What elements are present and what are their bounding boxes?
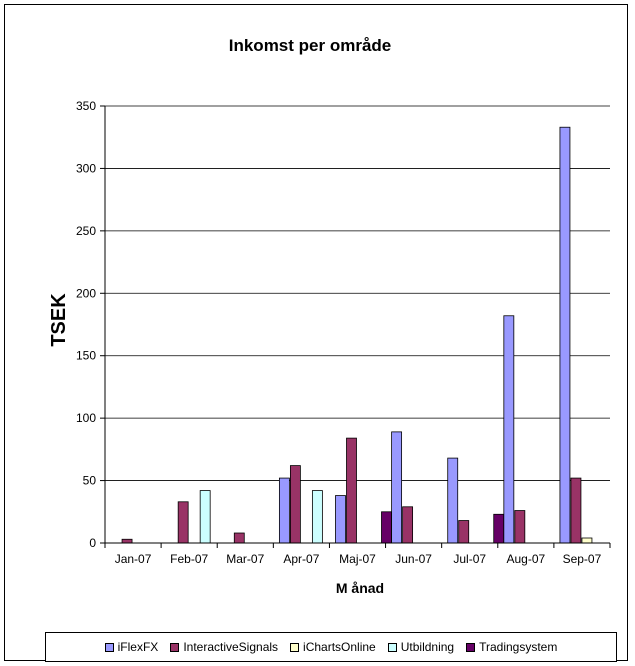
bar-iflexfx-jul-07 — [447, 457, 459, 544]
axes — [100, 105, 611, 548]
x-tick-label: Jul-07 — [453, 552, 486, 566]
bar-interactivesignals-jul-07 — [458, 520, 470, 544]
bar-interactivesignals-aug-07 — [514, 510, 526, 544]
y-tick-label: 0 — [89, 536, 96, 550]
x-tick-label: Mar-07 — [226, 552, 264, 566]
tick-labels: 0 50 100 150 200 250 300 350 Jan-07 Feb-07 Mar-07 A… — [76, 99, 602, 566]
x-tick-label: Apr-07 — [283, 552, 319, 566]
chart-title: Inkomst per område — [229, 36, 392, 55]
legend-item: iChartsOnline — [290, 640, 376, 654]
x-tick-label: Jan-07 — [115, 552, 152, 566]
bar-utbildning-apr-07 — [311, 490, 323, 544]
y-tick-label: 250 — [76, 224, 96, 238]
x-tick-label: Sep-07 — [563, 552, 602, 566]
bar-iflexfx-aug-07 — [503, 315, 515, 544]
y-tick-label: 300 — [76, 161, 96, 175]
bar-interactivesignals-jun-07 — [402, 506, 414, 544]
bar-interactivesignals-maj-07 — [346, 437, 357, 544]
bar-utbildning-feb-07 — [199, 490, 211, 544]
legend-swatch — [170, 642, 180, 652]
chart-frame: Inkomst per område TSEK M ånad 0 50 100 150… — [4, 4, 628, 662]
bar-interactivesignals-jan-07 — [121, 538, 133, 544]
chart-svg: Inkomst per område TSEK M ånad 0 50 100 150… — [48, 36, 611, 596]
bar-interactivesignals-apr-07 — [289, 465, 301, 544]
legend: iFlexFX InteractiveSignals iChartsOnline Ut… — [45, 632, 617, 662]
bar-interactivesignals-feb-07 — [177, 501, 189, 544]
legend-label: Tradingsystem — [479, 640, 558, 654]
legend-label: InteractiveSignals — [183, 640, 279, 654]
legend-swatch — [387, 642, 397, 652]
gridlines — [105, 105, 610, 544]
legend-label: iChartsOnline — [303, 640, 376, 654]
y-tick-label: 200 — [76, 286, 96, 300]
bar-iflexfx-jun-07 — [391, 431, 403, 544]
legend-label: iFlexFX — [117, 640, 159, 654]
bar-ichartsonline-sep-07 — [581, 537, 593, 544]
y-tick-label: 150 — [76, 349, 96, 363]
legend-swatch — [104, 642, 114, 652]
y-tick-label: 50 — [83, 474, 97, 488]
bar-tradingsystem-maj-07 — [381, 511, 392, 544]
legend-swatch — [290, 642, 300, 652]
legend-item: Tradingsystem — [466, 640, 557, 654]
x-tick-label: Feb-07 — [170, 552, 208, 566]
bar-iflexfx-maj-07 — [335, 495, 346, 544]
bar-tradingsystem-jul-07 — [493, 513, 505, 544]
x-tick-label: Aug-07 — [506, 552, 545, 566]
bar-iflexfx-apr-07 — [278, 477, 290, 544]
bar-interactivesignals-sep-07 — [570, 477, 582, 544]
y-tick-label: 350 — [76, 99, 96, 113]
y-axis-label: TSEK — [48, 293, 70, 347]
legend-swatch — [466, 642, 476, 652]
y-tick-label: 100 — [76, 411, 96, 425]
bar-interactivesignals-mar-07 — [233, 532, 245, 544]
legend-item: InteractiveSignals — [170, 640, 278, 654]
legend-label: Utbildning — [400, 640, 455, 654]
legend-item: Utbildning — [387, 640, 455, 654]
legend-item: iFlexFX — [104, 640, 159, 654]
x-tick-label: Maj-07 — [339, 552, 376, 566]
x-axis-label: M ånad — [336, 580, 384, 596]
x-tick-label: Jun-07 — [395, 552, 432, 566]
bar-iflexfx-sep-07 — [559, 126, 571, 544]
